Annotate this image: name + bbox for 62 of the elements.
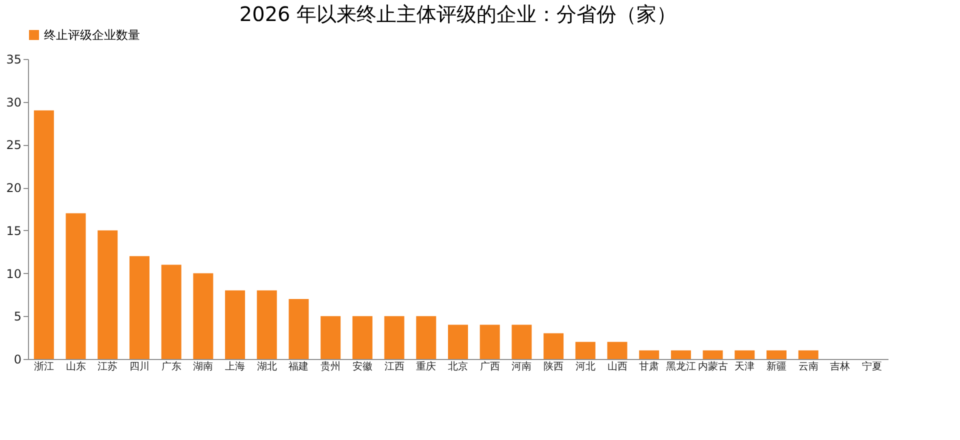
x-tick-label: 湖南 [193, 360, 214, 372]
x-tick-label: 广西 [480, 360, 500, 372]
y-tick-label: 5 [14, 310, 22, 324]
x-tick-label: 云南 [798, 360, 818, 372]
x-tick-label: 内蒙古 [698, 360, 728, 372]
bar [384, 316, 404, 359]
x-tick-label: 宁夏 [862, 360, 882, 372]
bar [416, 316, 436, 359]
y-tick-label: 20 [6, 181, 22, 196]
bar [288, 299, 309, 359]
bar [225, 290, 246, 359]
bar [480, 324, 500, 359]
bar [34, 110, 54, 359]
bar [607, 342, 628, 359]
bar [320, 316, 341, 359]
bar [798, 350, 818, 359]
bar [448, 324, 468, 359]
x-tick-label: 甘肃 [639, 360, 660, 372]
x-tick-label: 浙江 [34, 360, 54, 372]
bar [161, 264, 182, 359]
bar [639, 350, 660, 359]
x-tick-label: 山东 [66, 360, 86, 372]
bar [544, 333, 564, 359]
bar [129, 256, 150, 359]
bar [702, 350, 723, 359]
x-tick-label: 重庆 [416, 360, 436, 372]
x-tick-label: 安徽 [352, 360, 372, 372]
bar [512, 324, 532, 359]
x-tick-label: 陕西 [544, 360, 564, 372]
x-tick-label: 河北 [575, 360, 596, 372]
bar [766, 350, 787, 359]
y-tick-label: 30 [6, 95, 22, 110]
bar [734, 350, 755, 359]
y-tick-label: 15 [6, 224, 22, 238]
x-tick-label: 广东 [161, 360, 182, 372]
legend-label: 终止评级企业数量 [44, 28, 140, 42]
bar [193, 273, 214, 359]
x-tick-label: 天津 [734, 360, 755, 372]
x-tick-label: 贵州 [320, 360, 341, 372]
bar [575, 342, 596, 359]
chart-title: 2026 年以来终止主体评级的企业：分省份（家） [239, 2, 677, 26]
x-tick-label: 湖北 [256, 360, 277, 372]
x-tick-label: 福建 [288, 360, 309, 372]
x-tick-label: 四川 [129, 360, 150, 372]
y-tick-label: 35 [6, 52, 22, 66]
x-tick-label: 河南 [512, 360, 532, 372]
bar [256, 290, 277, 359]
bar [670, 350, 691, 359]
x-tick-label: 黑龙江 [666, 360, 696, 372]
x-tick-label: 江苏 [98, 360, 118, 372]
bar [66, 213, 86, 359]
y-tick-label: 25 [6, 138, 22, 152]
y-tick-label: 10 [6, 266, 22, 281]
x-tick-label: 上海 [225, 360, 246, 372]
x-tick-label: 江西 [384, 360, 404, 372]
y-tick-label: 0 [14, 352, 22, 366]
bar [352, 316, 372, 359]
x-tick-label: 新疆 [766, 360, 787, 372]
x-tick-label: 山西 [607, 360, 628, 372]
x-tick-label: 北京 [448, 360, 468, 372]
x-tick-label: 吉林 [830, 360, 850, 372]
bar [98, 230, 118, 359]
